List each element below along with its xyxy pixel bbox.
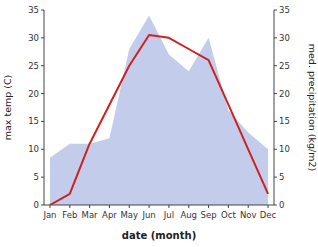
x-tick-label: Aug [180,210,197,220]
x-tick [129,205,130,208]
x-tick-label: Jul [163,210,174,220]
x-tick [49,205,50,208]
x-tick [89,205,90,208]
y-tick [41,65,44,66]
y2-tick-label: 35 [279,5,290,15]
x-tick-label: Mar [82,210,99,220]
y-tick-label: 15 [28,116,39,126]
x-tick [268,205,269,208]
x-tick-label: Dec [260,210,277,220]
x-tick [168,205,169,208]
y2-tick-label: 25 [279,61,290,71]
y-tick [41,149,44,150]
y2-axis-label: med. precipitation (kg/m2) [307,44,318,171]
x-tick-label: Apr [102,210,117,220]
x-tick [248,205,249,208]
x-tick-label: Jan [42,210,56,220]
x-tick-label: Feb [62,210,77,220]
y2-tick-label: 5 [279,172,284,182]
x-tick [188,205,189,208]
y-tick-label: 35 [28,5,39,15]
y2-tick [274,121,277,122]
y2-axis-line [274,10,275,205]
y2-tick-label: 15 [279,116,290,126]
y2-tick-label: 30 [279,33,290,43]
y-tick [41,177,44,178]
x-tick-label: May [120,210,138,220]
y-tick-label: 25 [28,61,39,71]
y-tick-label: 5 [34,172,39,182]
x-tick [69,205,70,208]
y-tick-label: 20 [28,89,39,99]
y2-tick [274,177,277,178]
y-tick-label: 0 [34,200,39,210]
x-axis-label: date (month) [122,230,196,241]
x-tick [228,205,229,208]
x-axis-line [44,205,274,206]
y2-tick-label: 10 [279,144,290,154]
x-tick-label: Sep [201,210,217,220]
x-tick [208,205,209,208]
y-tick [41,93,44,94]
y2-tick-label: 20 [279,89,290,99]
y-tick [41,10,44,11]
temp-line [50,35,268,205]
y-tick-label: 30 [28,33,39,43]
x-tick-label: Jun [141,210,155,220]
y2-tick [274,149,277,150]
y2-tick-label: 0 [279,200,284,210]
y-tick [41,37,44,38]
y-tick-label: 10 [28,144,39,154]
x-tick [149,205,150,208]
y-axis-label: max temp (C) [2,75,13,141]
chart: JanFebMarAprMayJunJulAugSepOctNovDec0510… [0,0,318,247]
y2-tick [274,10,277,11]
plot-area [50,16,268,205]
y-axis-line [44,10,45,205]
precip-area [50,16,268,205]
x-tick-label: Oct [221,210,236,220]
x-tick [109,205,110,208]
y2-tick [274,93,277,94]
y2-tick [274,37,277,38]
y2-tick [274,205,277,206]
y-tick [41,205,44,206]
y2-tick [274,65,277,66]
y-tick [41,121,44,122]
x-tick-label: Nov [240,210,257,220]
